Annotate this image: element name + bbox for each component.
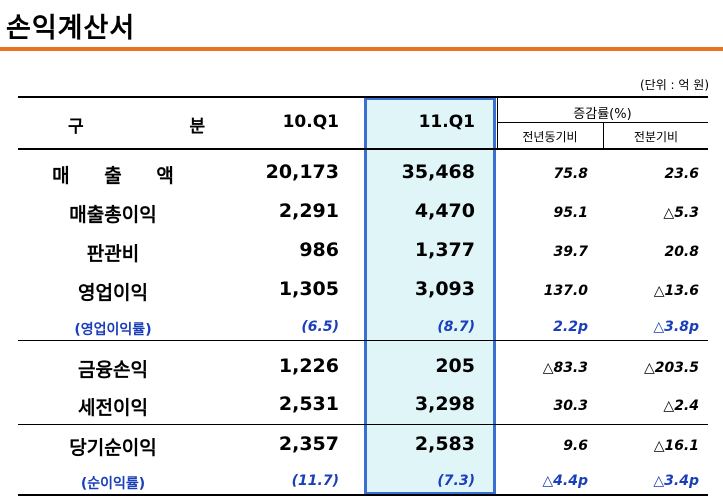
- value-10q1: 20,173: [265, 161, 339, 183]
- value-qoq: 20.8: [664, 244, 699, 260]
- table-bottom-border: [18, 494, 708, 496]
- page-title: 손익계산서: [6, 13, 136, 44]
- value-11q1: 2,583: [414, 433, 475, 455]
- value-yoy: 137.0: [543, 283, 588, 299]
- row-label: 당기순이익: [69, 437, 157, 459]
- row-label: 매출총이익: [69, 204, 157, 226]
- value-10q1: 2,357: [278, 433, 339, 455]
- value-qoq: 23.6: [664, 166, 699, 182]
- value-yoy: △83.3: [542, 360, 588, 376]
- header-bottom-border: [18, 148, 708, 150]
- value-11q1: 1,377: [414, 239, 475, 261]
- value-qoq: △3.8p: [653, 319, 699, 335]
- value-yoy: 2.2p: [553, 319, 588, 335]
- header-category: 구 분: [68, 117, 256, 137]
- header-change-rate: 증감률(%): [573, 107, 632, 122]
- header-qoq: 전분기비: [633, 130, 679, 144]
- value-yoy: 30.3: [553, 398, 588, 414]
- header-divider: [497, 97, 498, 149]
- value-qoq: △2.4: [663, 398, 699, 414]
- row-label: 영업이익: [78, 282, 148, 304]
- row-label: 금융손익: [78, 359, 148, 381]
- row-label-ratio: (영업이익률): [74, 322, 152, 338]
- header-divider: [603, 122, 604, 149]
- value-qoq: △5.3: [663, 205, 699, 221]
- row-label: 세전이익: [78, 397, 148, 419]
- header-yoy: 전년동기비: [522, 130, 578, 144]
- value-qoq: △13.6: [653, 283, 699, 299]
- value-yoy: 39.7: [553, 244, 588, 260]
- value-10q1: 2,291: [278, 200, 339, 222]
- row-label: 판관비: [86, 243, 140, 265]
- table-top-border: [18, 96, 708, 98]
- value-11q1: 3,093: [414, 278, 475, 300]
- unit-note: (단위 : 억 원): [639, 78, 709, 92]
- value-yoy: △4.4p: [542, 473, 588, 489]
- section-divider: [18, 424, 708, 425]
- value-10q1: 986: [299, 239, 339, 261]
- value-10q1: (6.5): [301, 319, 339, 335]
- value-11q1: 35,468: [401, 161, 475, 183]
- value-11q1: 205: [435, 355, 475, 377]
- row-label: 매 출 액: [52, 165, 188, 187]
- value-yoy: 9.6: [563, 438, 588, 454]
- value-11q1: (7.3): [437, 473, 475, 489]
- value-10q1: 1,305: [278, 278, 339, 300]
- row-label-ratio: (순이익률): [80, 476, 146, 492]
- value-10q1: 2,531: [278, 393, 339, 415]
- value-yoy: 75.8: [553, 166, 588, 182]
- value-10q1: 1,226: [278, 355, 339, 377]
- value-11q1: 3,298: [414, 393, 475, 415]
- change-subheader-rule: [497, 122, 708, 123]
- section-divider: [18, 340, 708, 341]
- highlight-column-11q1: [364, 97, 496, 495]
- title-underline: [0, 47, 723, 51]
- value-10q1: (11.7): [291, 473, 339, 489]
- header-11q1: 11.Q1: [418, 112, 475, 132]
- value-11q1: 4,470: [414, 200, 475, 222]
- header-10q1: 10.Q1: [282, 112, 339, 132]
- value-11q1: (8.7): [437, 319, 475, 335]
- value-qoq: △3.4p: [653, 473, 699, 489]
- value-qoq: △203.5: [643, 360, 699, 376]
- value-yoy: 95.1: [553, 205, 588, 221]
- value-qoq: △16.1: [653, 438, 699, 454]
